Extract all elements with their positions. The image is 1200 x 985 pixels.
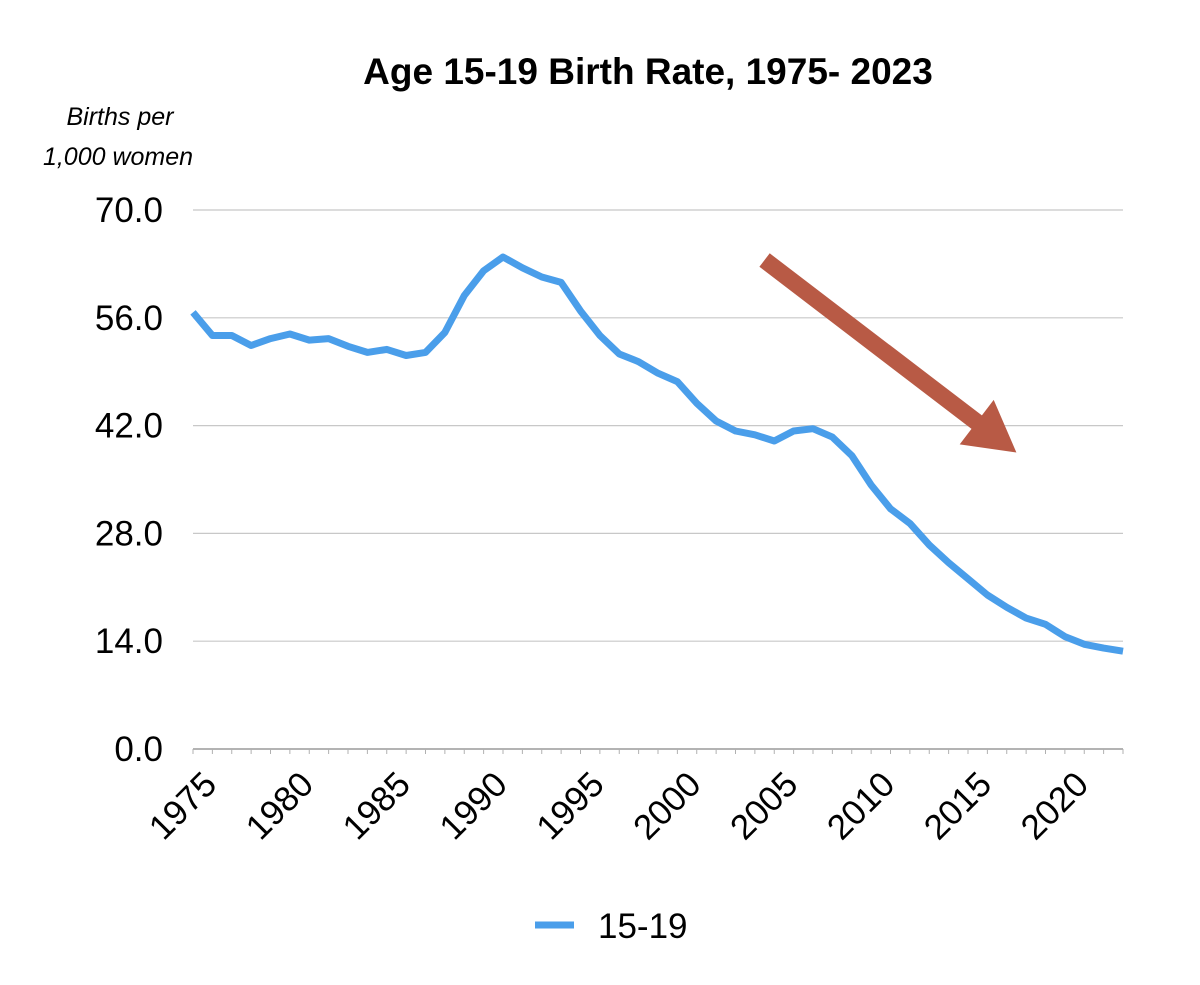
x-tick-label: 1975 [142,765,225,848]
y-tick-label: 42.0 [95,407,163,446]
annotation-layer [759,253,1017,453]
y-tick-label: 70.0 [95,191,163,230]
x-axis-ticks: 1975 1980 1985 1990 1995 2000 2005 2010 2015 2020 [142,765,1097,848]
x-tick-label: 1995 [529,765,612,848]
x-tick-label: 2000 [626,765,709,848]
legend-label: 15-19 [598,907,688,946]
y-tick-label: 56.0 [95,299,163,338]
y-axis-label-line-1: Births per [67,103,176,131]
x-tick-label: 2020 [1013,765,1096,848]
y-axis-label-line-2: 1,000 women [43,143,193,171]
y-axis-ticks: 0.0 14.0 28.0 42.0 56.0 70.0 [95,191,163,769]
legend: 15-19 [535,907,688,946]
x-tick-label: 2015 [917,765,1000,848]
y-tick-label: 14.0 [95,622,163,661]
x-tick-label: 2005 [723,765,806,848]
y-tick-label: 28.0 [95,514,163,553]
x-axis [192,748,1124,754]
x-tick-label: 1985 [335,765,418,848]
x-tick-label: 2010 [820,765,903,848]
chart-title: Age 15-19 Birth Rate, 1975- 2023 [363,51,933,92]
trend-arrow [759,253,1017,453]
x-tick-label: 1980 [238,765,321,848]
series-layer [190,253,1124,655]
series-line-0 [190,253,1124,655]
gridlines [193,209,1123,642]
y-tick-label: 0.0 [114,730,163,769]
x-tick-label: 1990 [432,765,515,848]
